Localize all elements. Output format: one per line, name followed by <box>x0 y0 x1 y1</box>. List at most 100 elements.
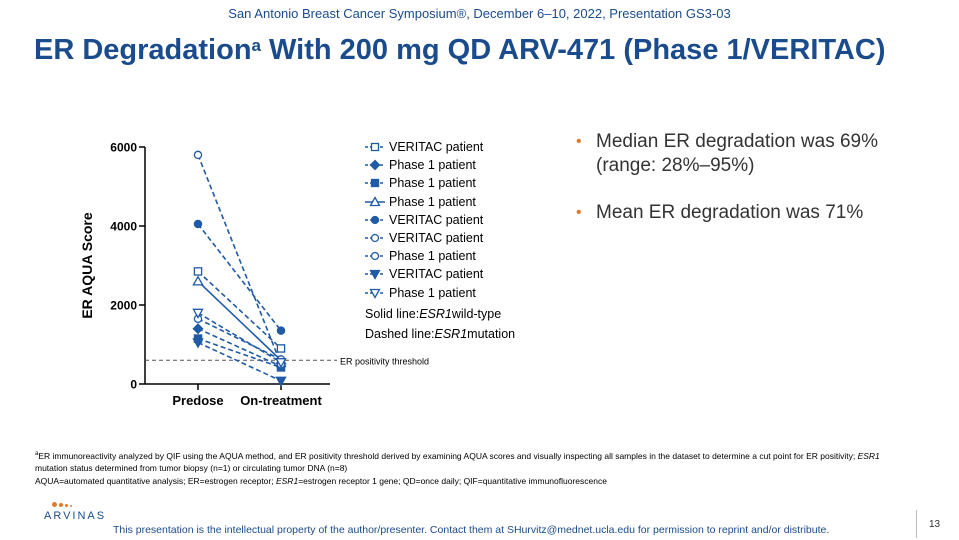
legend-item: VERITAC patient <box>365 265 515 283</box>
legend-label: Phase 1 patient <box>389 158 476 173</box>
legend-label: Phase 1 patient <box>389 194 476 209</box>
legend-label: VERITAC patient <box>389 212 484 227</box>
dashed-note-gene: ESR1 <box>434 326 468 341</box>
series-4 <box>192 275 287 365</box>
data-point-on-treatment <box>275 376 287 387</box>
data-point-predose <box>192 275 204 286</box>
series-6 <box>193 150 286 369</box>
footnote-1c: mutation status determined from tumor bi… <box>35 463 348 474</box>
legend-label: VERITAC patient <box>389 231 484 246</box>
footnote-gene-1: ESR1 <box>857 450 880 461</box>
legend-symbol <box>369 195 381 206</box>
series-line <box>197 327 282 367</box>
logo-text: ARVINAS <box>44 510 107 522</box>
footnote-line-1: aER immunoreactivity analyzed by QIF usi… <box>35 448 895 475</box>
footnote: aER immunoreactivity analyzed by QIF usi… <box>35 448 895 487</box>
series-line <box>197 337 282 369</box>
bullet-dot-icon: • <box>576 204 582 221</box>
arvinas-logo: ARVINAS <box>44 500 106 522</box>
footer-divider <box>916 510 917 538</box>
series-line <box>197 280 282 361</box>
legend-marker-icon <box>365 215 385 224</box>
legend-label: Phase 1 patient <box>389 176 476 191</box>
title-rest: With 200 mg QD ARV-471 (Phase 1/VERITAC) <box>261 34 886 66</box>
legend-label: Phase 1 patient <box>389 249 476 264</box>
footnote-1a: ER immunoreactivity analyzed by QIF usin… <box>38 450 858 461</box>
series-9 <box>192 308 287 369</box>
legend-marker-icon <box>365 252 385 261</box>
legend-symbol <box>369 270 381 281</box>
legend-marker-icon <box>365 179 385 188</box>
legend-symbol <box>370 233 380 243</box>
legend-marker-icon <box>365 288 385 299</box>
finding-median: • Median ER degradation was 69% (range: 2… <box>576 130 936 178</box>
legend-item: VERITAC patient <box>365 138 515 156</box>
legend-label: VERITAC patient <box>389 140 484 155</box>
y-tick-label: 4000 <box>110 220 137 234</box>
series-line <box>197 341 282 382</box>
legend-item: Phase 1 patient <box>365 284 515 302</box>
slide-title: ER Degradationa With 200 mg QD ARV-471 (… <box>34 34 885 67</box>
series-line <box>197 312 282 363</box>
legend-symbol <box>370 252 380 261</box>
y-axis-title: ER AQUA Score <box>79 212 95 319</box>
series-line <box>197 270 282 350</box>
data-point-predose <box>192 308 204 319</box>
series-8 <box>192 338 287 387</box>
y-tick-label: 2000 <box>110 299 137 313</box>
legend-symbol <box>369 288 381 299</box>
legend-item: Phase 1 patient <box>365 156 515 174</box>
footnote-sup: a <box>35 451 39 457</box>
legend-marker-icon <box>365 159 385 171</box>
y-tick-label: 0 <box>130 378 137 392</box>
bullet-dot-icon: • <box>576 133 582 150</box>
legend-symbol <box>369 159 381 171</box>
legend-solid-note: Solid line: ESR1 wild-type <box>365 305 515 323</box>
x-tick-label: On-treatment <box>240 393 322 408</box>
logo-dots-icon <box>44 500 104 508</box>
data-point-predose <box>192 338 204 349</box>
finding-text: Mean ER degradation was 71% <box>596 202 864 223</box>
legend-symbol <box>370 179 380 188</box>
legend-item: Phase 1 patient <box>365 247 515 265</box>
data-point-on-treatment <box>276 326 286 335</box>
legend-item: Phase 1 patient <box>365 193 515 211</box>
legend-marker-icon <box>365 233 385 243</box>
finding-text: Median ER degradation was 69% (range: 28… <box>596 131 879 176</box>
dashed-note-suffix: mutation <box>467 326 516 341</box>
series-line <box>197 154 282 365</box>
data-point-predose <box>193 219 203 229</box>
footnote-2a: AQUA=automated quantitative analysis; ER… <box>35 475 276 486</box>
data-point-on-treatment <box>276 344 286 353</box>
series-line <box>197 223 282 332</box>
page-number: 13 <box>929 519 941 530</box>
title-superscript: a <box>251 36 261 55</box>
solid-note-suffix: wild-type <box>451 306 502 321</box>
series-3 <box>193 334 286 372</box>
legend-marker-icon <box>365 270 385 281</box>
legend-marker-icon <box>365 142 385 152</box>
legend-dashed-note: Dashed line: ESR1 mutation <box>365 325 515 343</box>
footnote-line-2: AQUA=automated quantitative analysis; ER… <box>35 475 895 488</box>
key-findings: • Median ER degradation was 69% (range: 2… <box>576 130 936 248</box>
legend-label: VERITAC patient <box>389 267 484 282</box>
solid-note-gene: ESR1 <box>419 306 452 321</box>
legend-item: VERITAC patient <box>365 229 515 247</box>
y-tick-label: 6000 <box>110 141 137 155</box>
data-point-predose <box>193 267 203 276</box>
data-point-on-treatment <box>275 358 287 369</box>
threshold-label: ER positivity threshold <box>340 356 429 366</box>
footnote-gene-2: ESR1 <box>275 475 299 486</box>
chart-legend: VERITAC patient Phase 1 patient Phase 1 pa… <box>365 138 515 343</box>
dashed-note-prefix: Dashed line: <box>365 326 435 341</box>
finding-mean: • Mean ER degradation was 71% <box>576 201 936 225</box>
legend-item: VERITAC patient <box>365 211 515 229</box>
legend-symbol <box>370 215 380 224</box>
data-point-predose <box>193 150 203 160</box>
legend-symbol <box>370 142 380 152</box>
series-5 <box>193 219 286 335</box>
legend-item: Phase 1 patient <box>365 174 515 192</box>
solid-note-prefix: Solid line: <box>365 306 420 321</box>
copyright-notice: This presentation is the intellectual pr… <box>113 524 830 536</box>
